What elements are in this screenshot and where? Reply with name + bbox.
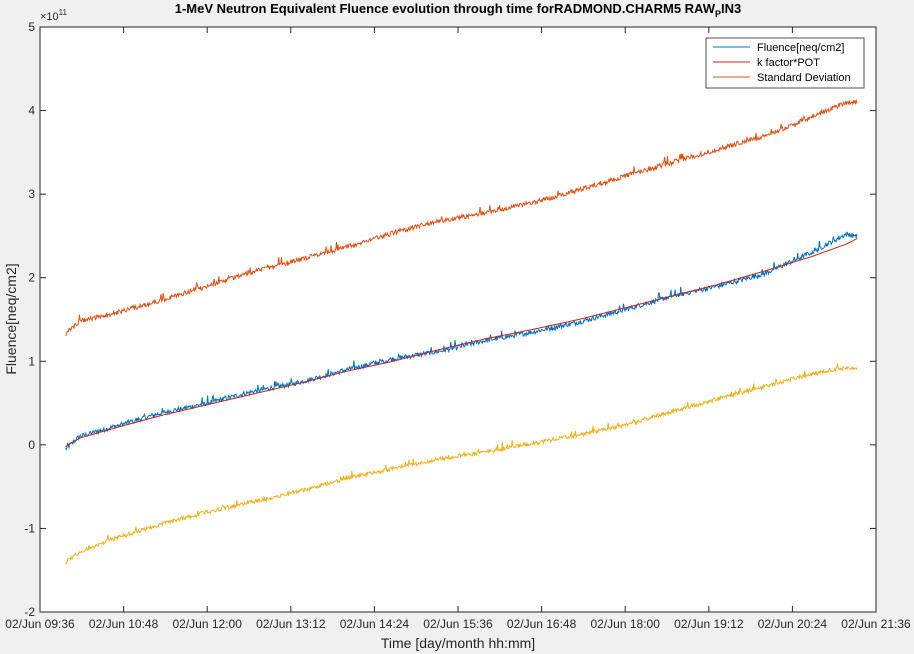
- legend-box: [705, 37, 865, 89]
- series-line-3: [65, 363, 858, 565]
- y-tick-label: 4: [28, 104, 35, 118]
- y-tick-label: -2: [24, 605, 35, 619]
- y-exponent-power: 11: [59, 8, 68, 17]
- series-layer: [65, 98, 858, 565]
- chart-title-main: 1-MeV Neutron Equivalent Fluence evoluti…: [175, 1, 716, 16]
- series-line-0: [65, 231, 858, 451]
- x-tick-label: 02/Jun 18:00: [590, 617, 660, 631]
- x-tick-label: 02/Jun 21:36: [841, 617, 911, 631]
- chart-title: 1-MeV Neutron Equivalent Fluence evoluti…: [175, 1, 742, 19]
- legend: Fluence[neq/cm2] k factor*POT Standard D…: [705, 37, 865, 89]
- y-tick-label: 1: [28, 354, 35, 368]
- y-tick-label: 2: [28, 271, 35, 285]
- x-axis-label: Time [day/month hh:mm]: [381, 635, 535, 651]
- y-tick-label: -1: [24, 521, 35, 535]
- x-tick-label: 02/Jun 09:36: [5, 617, 75, 631]
- series-line-1: [65, 237, 858, 447]
- x-tick-label: 02/Jun 10:48: [89, 617, 159, 631]
- y-tick-label: 0: [28, 438, 35, 452]
- ticks-layer: 02/Jun 09:36 02/Jun 10:48 02/Jun 12:00 02/J…: [5, 20, 911, 631]
- legend-label-kfactor: k factor*POT: [757, 57, 820, 69]
- plot-area: [40, 27, 876, 612]
- legend-label-stddev: Standard Deviation: [757, 72, 851, 84]
- x-tick-label: 02/Jun 19:12: [674, 617, 744, 631]
- x-tick-label: 02/Jun 12:00: [172, 617, 242, 631]
- x-tick-label: 02/Jun 20:24: [758, 617, 828, 631]
- chart-title-tail: IN3: [721, 1, 741, 16]
- x-tick-label: 02/Jun 14:24: [340, 617, 410, 631]
- y-tick-label: 5: [28, 20, 35, 34]
- y-tick-label: 3: [28, 187, 35, 201]
- x-tick-label: 02/Jun 13:12: [256, 617, 326, 631]
- legend-label-fluence: Fluence[neq/cm2]: [757, 42, 844, 54]
- x-tick-label: 02/Jun 16:48: [507, 617, 577, 631]
- y-axis-label: Fluence[neq/cm2]: [3, 263, 19, 374]
- y-exponent-base: ×10: [40, 11, 59, 23]
- series-line-2: [65, 98, 858, 336]
- chart-title-subscript: P: [715, 9, 721, 19]
- x-tick-label: 02/Jun 15:36: [423, 617, 493, 631]
- y-exponent-label: ×1011: [40, 8, 68, 23]
